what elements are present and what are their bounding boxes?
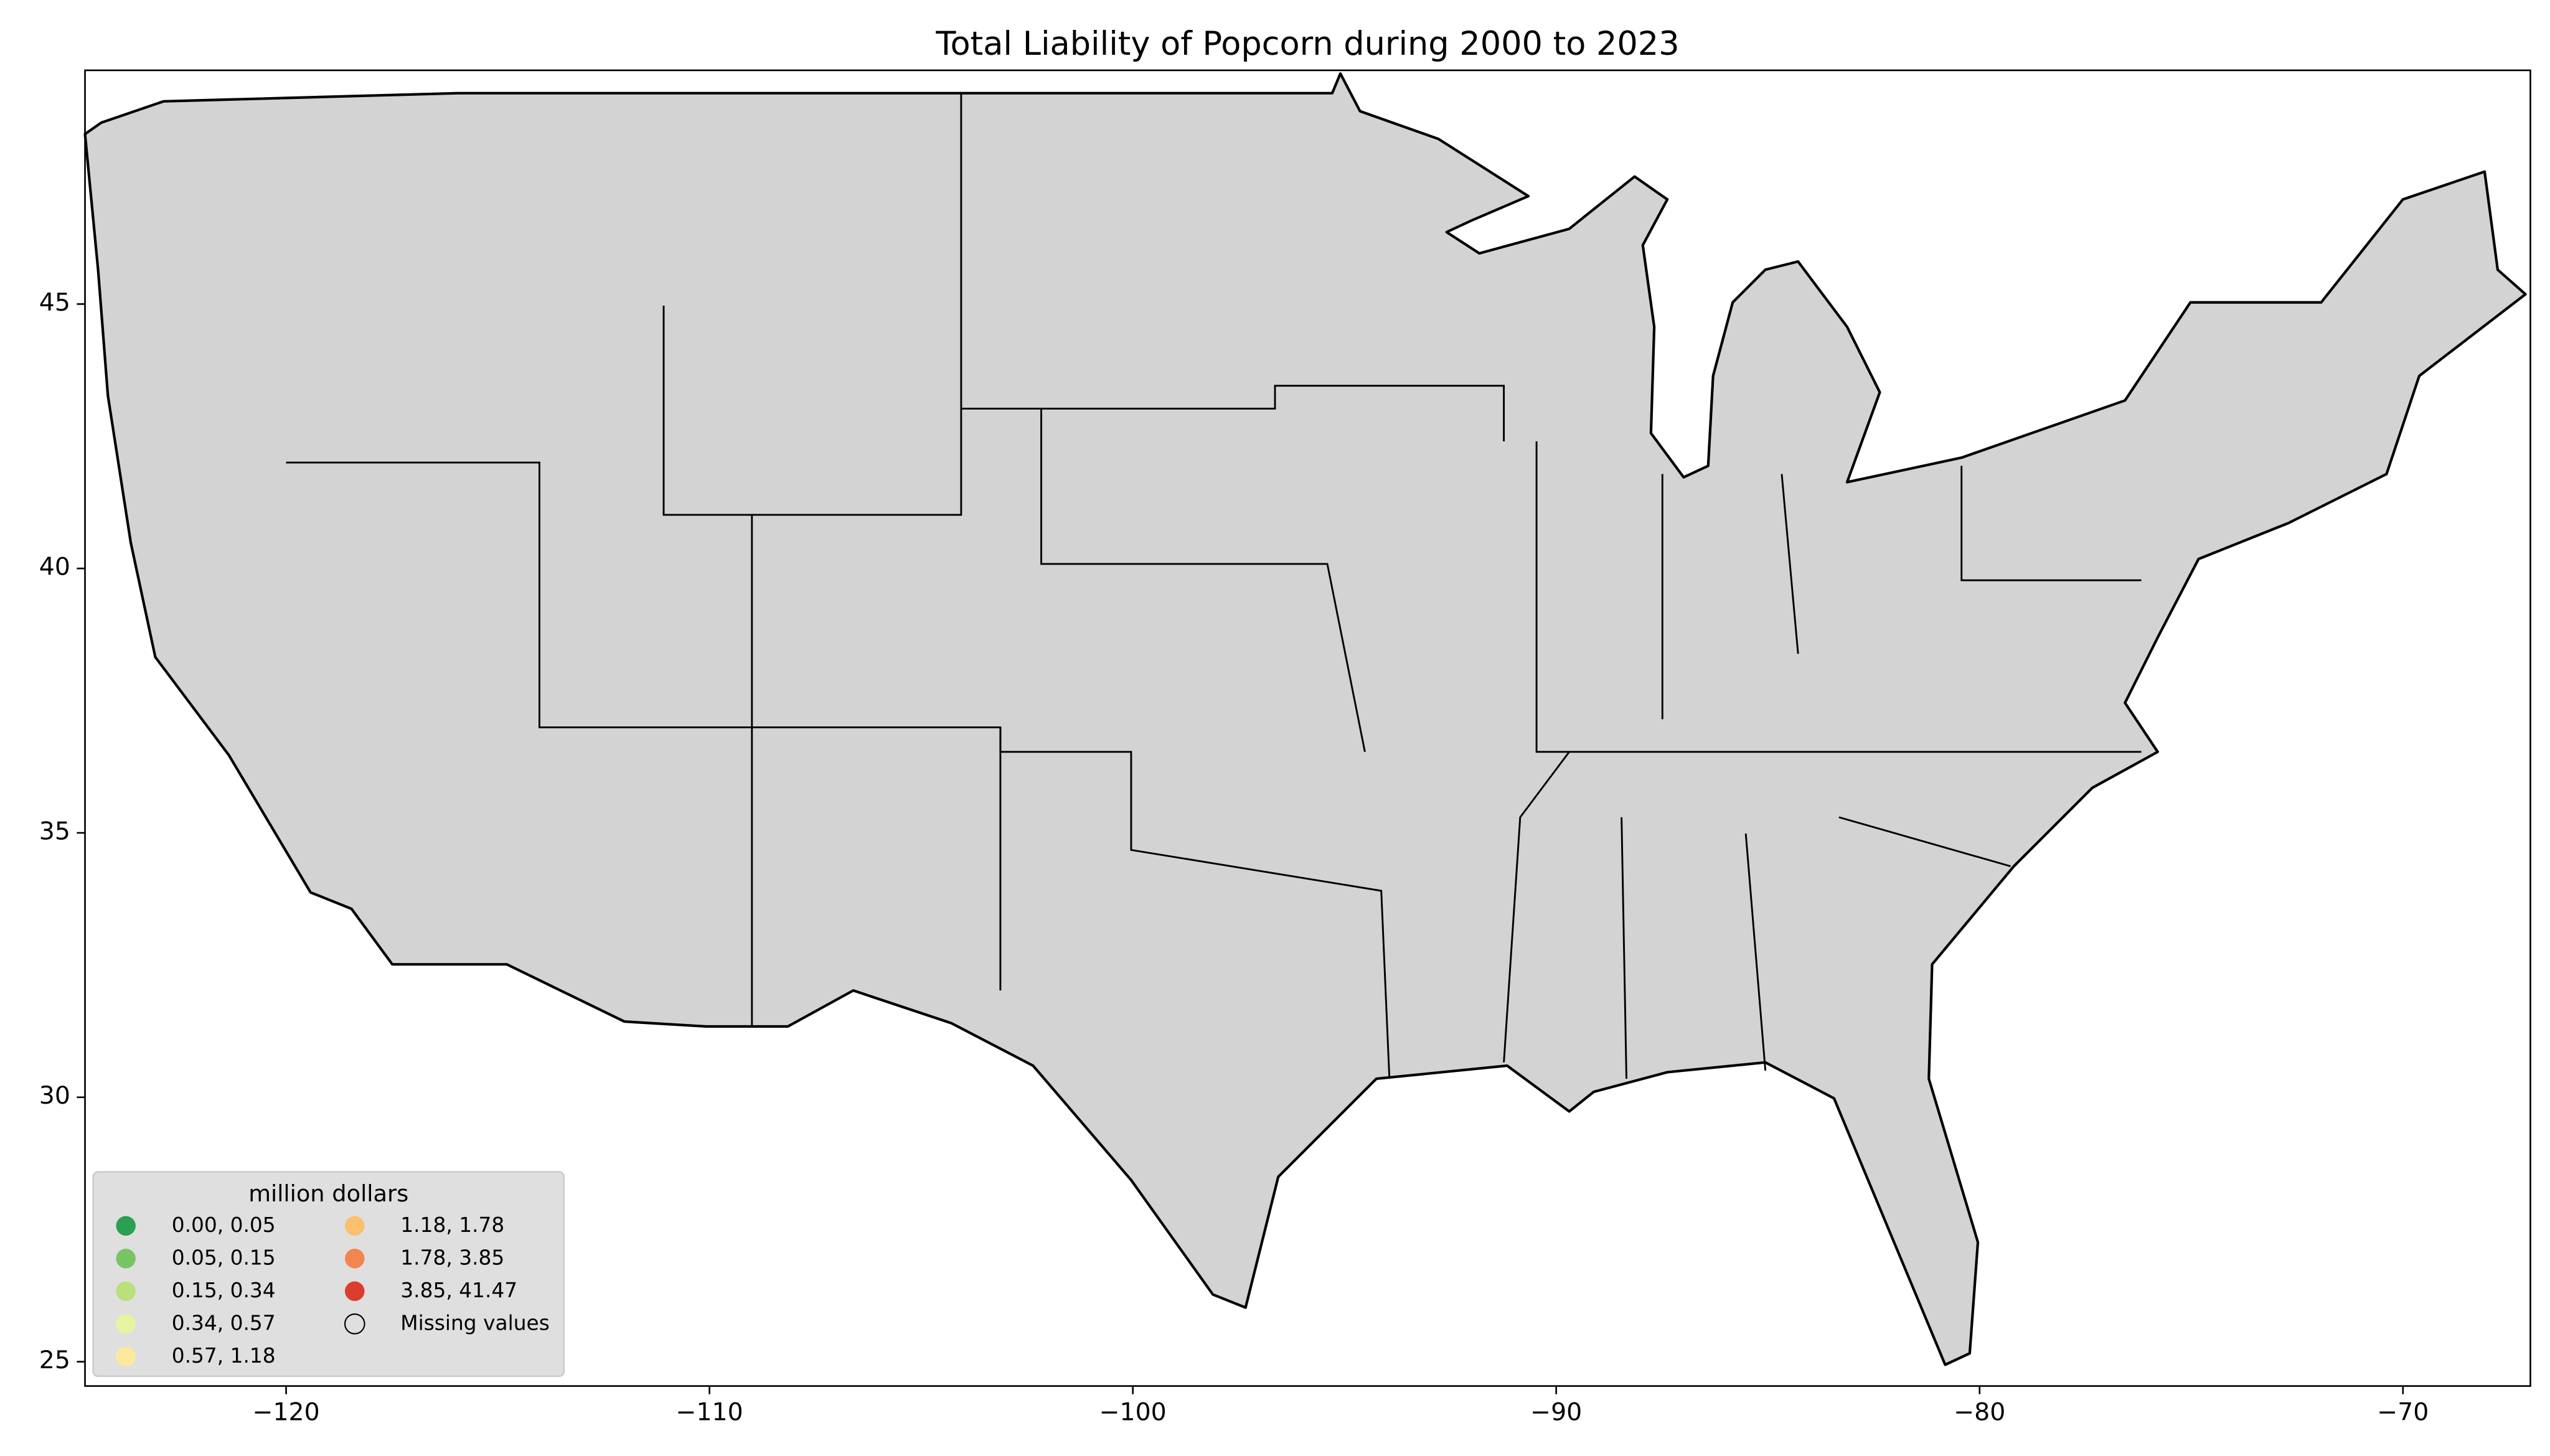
legend-label: 0.34, 0.57	[172, 1311, 276, 1335]
chart-title: Total Liability of Popcorn during 2000 t…	[935, 25, 1679, 63]
x-tick-label: −120	[252, 1398, 319, 1427]
legend-marker	[116, 1281, 136, 1302]
legend-label: 0.00, 0.05	[172, 1213, 276, 1237]
axes-frame	[84, 69, 2531, 1387]
y-tick-label: 25	[39, 1346, 70, 1374]
legend-label: 0.57, 1.18	[172, 1344, 276, 1368]
x-tick-label: −100	[1099, 1398, 1167, 1427]
legend-label: 1.18, 1.78	[400, 1213, 504, 1237]
legend-marker	[116, 1346, 136, 1367]
legend: million dollars 0.00, 0.05 0.05, 0.15 0.15…	[92, 1171, 565, 1378]
legend-label: 0.05, 0.15	[172, 1246, 276, 1269]
state-borders	[286, 93, 2142, 1079]
legend-marker	[116, 1314, 136, 1334]
y-tick-label: 35	[39, 817, 70, 845]
legend-label: 0.15, 0.34	[172, 1279, 276, 1302]
x-tick-label: −80	[1954, 1398, 2005, 1427]
legend-marker	[344, 1313, 365, 1335]
x-tick-label: −70	[2377, 1398, 2429, 1427]
legend-label: 3.85, 41.47	[400, 1279, 517, 1302]
legend-label: 1.78, 3.85	[400, 1246, 504, 1269]
legend-box	[92, 1171, 565, 1378]
y-tick-label: 30	[39, 1081, 70, 1110]
x-tick-label: −90	[1530, 1398, 1582, 1427]
legend-marker	[345, 1216, 365, 1236]
legend-marker	[345, 1249, 365, 1269]
y-tick-label: 45	[39, 288, 70, 317]
legend-marker	[116, 1249, 136, 1269]
y-tick-label: 40	[39, 553, 70, 581]
x-tick-label: −110	[676, 1398, 743, 1427]
us-outline	[83, 72, 2527, 1366]
legend-marker	[345, 1281, 365, 1302]
legend-marker	[116, 1216, 136, 1236]
legend-label: Missing values	[400, 1311, 550, 1335]
legend-title: million dollars	[248, 1180, 408, 1207]
